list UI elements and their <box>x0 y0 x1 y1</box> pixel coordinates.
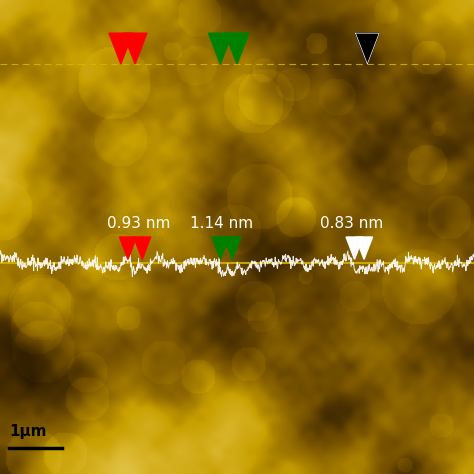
Polygon shape <box>224 237 241 259</box>
Text: 0.93 nm: 0.93 nm <box>107 216 170 230</box>
Polygon shape <box>356 237 373 259</box>
Polygon shape <box>346 237 363 259</box>
Polygon shape <box>209 33 232 64</box>
Polygon shape <box>212 237 229 259</box>
Text: 0.83 nm: 0.83 nm <box>320 216 383 230</box>
Polygon shape <box>109 33 133 64</box>
Text: 1.14 nm: 1.14 nm <box>190 216 253 230</box>
Polygon shape <box>225 33 249 64</box>
Polygon shape <box>119 237 137 259</box>
Polygon shape <box>356 33 379 64</box>
Text: 1μm: 1μm <box>9 424 47 439</box>
Polygon shape <box>123 33 147 64</box>
Polygon shape <box>134 237 151 259</box>
